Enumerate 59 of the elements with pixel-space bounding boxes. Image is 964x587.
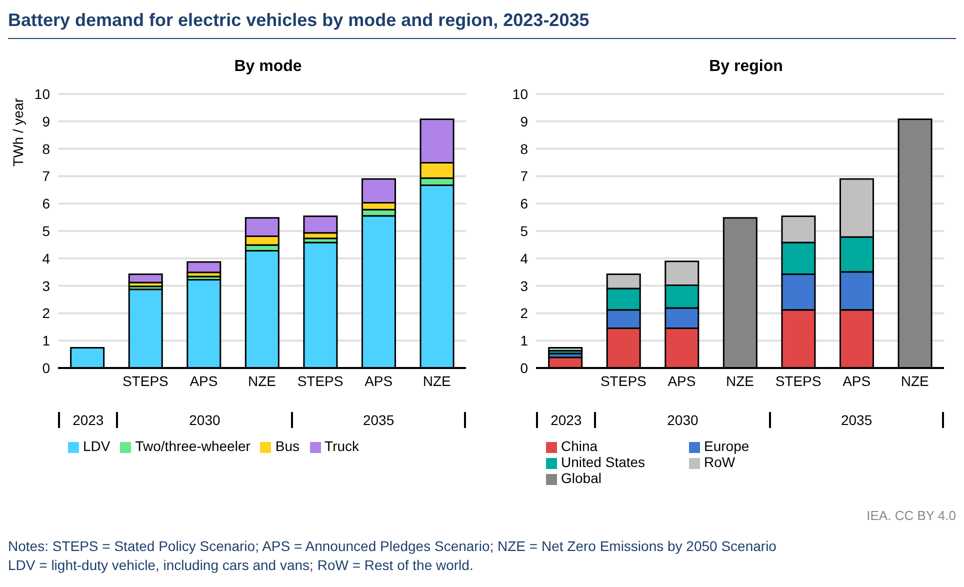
legend-label: RoW: [704, 454, 736, 470]
x-tick-label: STEPS: [122, 372, 168, 389]
text: 2030: [116, 412, 292, 428]
legend-label: Global: [561, 470, 602, 486]
y-tick-label: 3: [42, 278, 50, 294]
bar: [186, 261, 222, 274]
y-tick-label: 9: [42, 113, 50, 130]
x-tick-label: APS: [668, 372, 696, 389]
x-tick-label: APS: [842, 372, 871, 389]
y-tick-label: 5: [42, 222, 50, 239]
x-tick-label: NZE: [422, 372, 451, 389]
y-tick-label: 4: [520, 250, 528, 266]
chart-subtitle: By mode: [233, 58, 303, 77]
y-tick-label: 6: [520, 196, 528, 212]
y-axis-title: TWh / year: [10, 98, 26, 166]
y-tick-label: 10: [512, 86, 528, 102]
text: 2035: [291, 412, 466, 428]
legend-label: United States: [561, 454, 646, 470]
legend-label: Europe: [704, 438, 750, 454]
y-tick-label: 3: [520, 278, 528, 294]
y-tick-label: 4: [42, 250, 50, 266]
y-tick-label: 7: [42, 168, 50, 184]
legend-label: Two/three-wheeler: [135, 438, 250, 454]
text: Notes: STEPS = Stated Policy Scenario; APS = Announced Pledges Scenario; NZE = Net Zero Emissions by 2050 Scenario: [8, 538, 776, 554]
x-tick-label: NZE: [248, 372, 276, 389]
chart-title: Battery demand for electric vehicles by mode and region, 2023-2035: [8, 10, 590, 31]
y-tick-label: 1: [42, 332, 50, 349]
y-tick-label: 8: [520, 140, 528, 157]
text: 2035: [769, 412, 944, 428]
y-tick-label: 5: [520, 222, 528, 239]
text: 2023: [536, 412, 594, 428]
legend-label: LDV: [83, 438, 110, 454]
x-tick-label: STEPS: [775, 372, 822, 389]
legend-label: Bus: [275, 438, 300, 454]
text: IEA. CC BY 4.0: [866, 508, 956, 523]
y-tick-label: 2: [42, 305, 50, 322]
y-tick-label: 8: [42, 140, 50, 157]
x-tick-label: STEPS: [600, 372, 646, 389]
y-tick-label: 1: [520, 332, 528, 349]
x-tick-label: APS: [190, 372, 218, 389]
x-tick-label: NZE: [900, 372, 929, 389]
bar: [548, 346, 583, 352]
y-tick-label: 10: [34, 86, 50, 102]
y-tick-label: 0: [42, 360, 50, 376]
y-tick-label: 9: [520, 113, 528, 130]
y-tick-label: 0: [520, 360, 528, 376]
text: 2030: [594, 412, 770, 428]
x-tick-label: NZE: [726, 372, 754, 389]
chart-subtitle: By region: [708, 58, 784, 77]
legend-label: Truck: [324, 438, 360, 454]
y-tick-label: 7: [520, 168, 528, 184]
x-tick-label: STEPS: [297, 372, 344, 389]
y-tick-label: 6: [42, 196, 50, 212]
legend-label: China: [561, 438, 599, 454]
bar: [128, 274, 163, 284]
text: LDV = light-duty vehicle, including cars and vans; RoW = Rest of the world.: [8, 557, 474, 573]
y-tick-label: 2: [520, 305, 528, 322]
text: 2023: [58, 412, 116, 428]
x-tick-label: APS: [364, 372, 393, 389]
